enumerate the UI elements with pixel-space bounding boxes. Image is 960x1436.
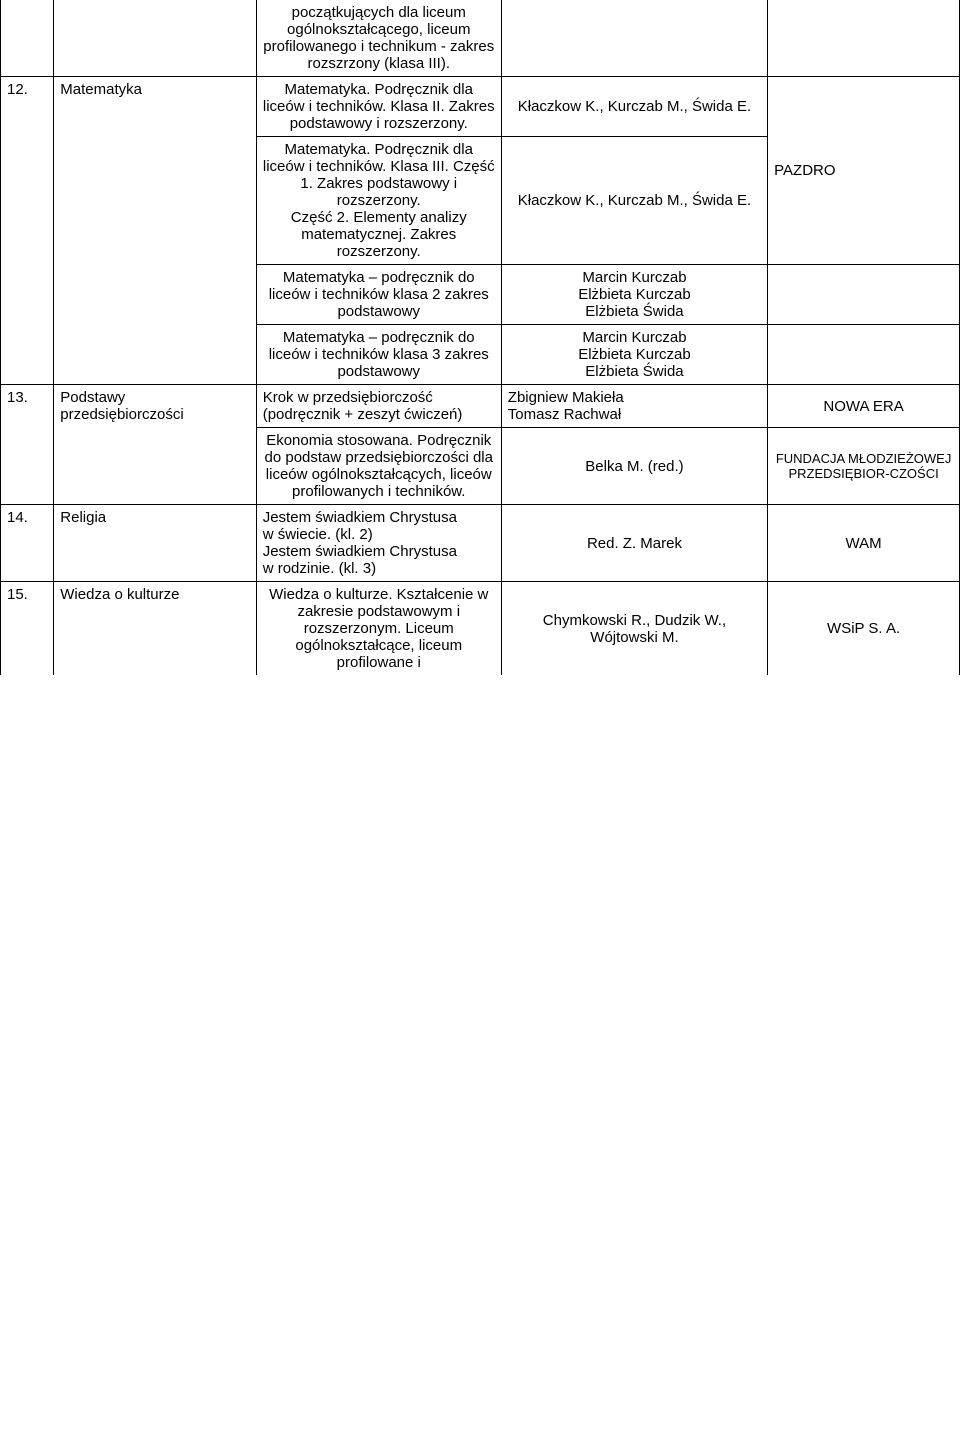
table-row: 12. Matematyka Matematyka. Podręcznik dl… bbox=[1, 77, 960, 137]
book-publisher: WSiP S. A. bbox=[768, 582, 960, 676]
book-authors bbox=[501, 0, 767, 77]
book-publisher bbox=[768, 0, 960, 77]
book-authors: Zbigniew MakiełaTomasz Rachwał bbox=[501, 385, 767, 428]
table-row: 15. Wiedza o kulturze Wiedza o kulturze.… bbox=[1, 582, 960, 676]
book-authors: Kłaczkow K., Kurczab M., Świda E. bbox=[501, 77, 767, 137]
book-authors: Marcin KurczabElżbieta KurczabElżbieta Ś… bbox=[501, 265, 767, 325]
row-subject: Podstawy przedsiębiorczości bbox=[54, 385, 256, 505]
row-num: 13. bbox=[1, 385, 54, 505]
book-publisher: NOWA ERA bbox=[768, 385, 960, 428]
book-publisher: WAM bbox=[768, 505, 960, 582]
book-publisher: FUNDACJA MŁODZIEŻOWEJ PRZEDSIĘBIOR-CZOŚC… bbox=[768, 428, 960, 505]
textbook-table: początkujących dla liceum ogólnokształcą… bbox=[0, 0, 960, 675]
book-title: początkujących dla liceum ogólnokształcą… bbox=[256, 0, 501, 77]
book-authors: Belka M. (red.) bbox=[501, 428, 767, 505]
book-title: Ekonomia stosowana. Podręcznik do podsta… bbox=[256, 428, 501, 505]
book-authors: Chymkowski R., Dudzik W., Wójtowski M. bbox=[501, 582, 767, 676]
book-publisher: PAZDRO bbox=[768, 77, 960, 265]
row-num: 12. bbox=[1, 77, 54, 385]
book-authors: Red. Z. Marek bbox=[501, 505, 767, 582]
book-title: Jestem świadkiem Chrystusa w świecie. (k… bbox=[256, 505, 501, 582]
book-authors: Marcin KurczabElżbieta KurczabElżbieta Ś… bbox=[501, 325, 767, 385]
row-subject: Wiedza o kulturze bbox=[54, 582, 256, 676]
book-title: Matematyka – podręcznik do liceów i tech… bbox=[256, 325, 501, 385]
book-title: Matematyka – podręcznik do liceów i tech… bbox=[256, 265, 501, 325]
table-row: 14. Religia Jestem świadkiem Chrystusa w… bbox=[1, 505, 960, 582]
row-num: 14. bbox=[1, 505, 54, 582]
book-title: Wiedza o kulturze. Kształcenie w zakresi… bbox=[256, 582, 501, 676]
row-subject bbox=[54, 0, 256, 77]
book-publisher bbox=[768, 265, 960, 325]
book-title: Matematyka. Podręcznik dla liceów i tech… bbox=[256, 137, 501, 265]
row-subject: Religia bbox=[54, 505, 256, 582]
book-publisher bbox=[768, 325, 960, 385]
row-subject: Matematyka bbox=[54, 77, 256, 385]
book-title: Krok w przedsiębiorczość (podręcznik + z… bbox=[256, 385, 501, 428]
table-row: początkujących dla liceum ogólnokształcą… bbox=[1, 0, 960, 77]
table-row: 13. Podstawy przedsiębiorczości Krok w p… bbox=[1, 385, 960, 428]
book-authors: Kłaczkow K., Kurczab M., Świda E. bbox=[501, 137, 767, 265]
row-num bbox=[1, 0, 54, 77]
row-num: 15. bbox=[1, 582, 54, 676]
book-title: Matematyka. Podręcznik dla liceów i tech… bbox=[256, 77, 501, 137]
